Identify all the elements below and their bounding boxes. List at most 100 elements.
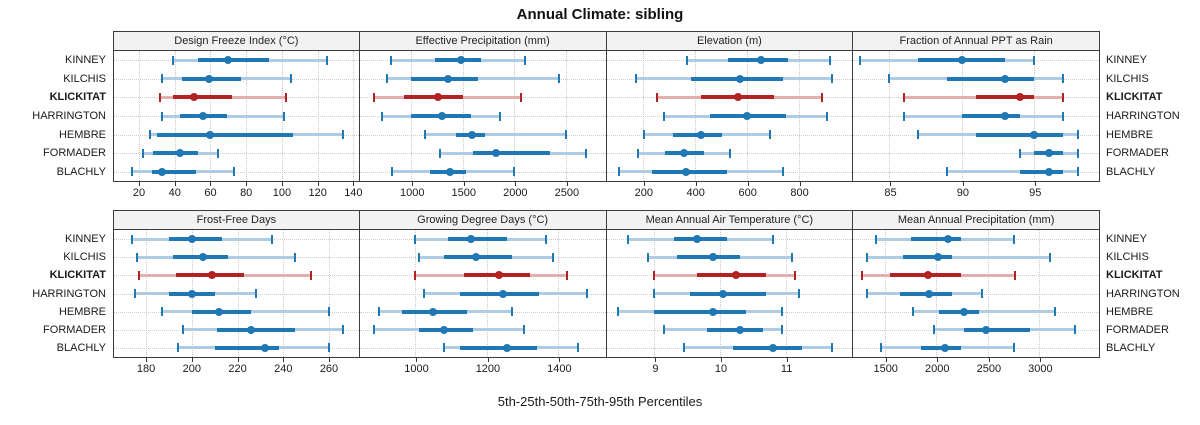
site-label-left: BLACHLY: [56, 165, 106, 178]
x-tick: [890, 182, 892, 186]
whisker-cap-high: [232, 167, 235, 177]
x-tick-label: 1500: [873, 363, 898, 375]
site-label-right: KLICKITAT: [1106, 91, 1163, 104]
x-tick-label: 20: [132, 187, 146, 199]
whisker-cap-low: [159, 92, 162, 102]
whisker-cap-high: [523, 55, 526, 65]
median-dot: [733, 93, 742, 102]
whisker-cap-high: [284, 92, 287, 102]
x-tick-label: 260: [319, 363, 339, 375]
whisker-cap-high: [830, 343, 833, 353]
whisker-cap-low: [653, 289, 656, 298]
panel-title: Mean Annual Air Temperature (°C): [645, 214, 814, 226]
iqr-band-25-75: [404, 95, 463, 100]
whisker-cap-high: [289, 74, 292, 84]
site-label-right: HEMBRE: [1106, 128, 1154, 141]
whisker-cap-high: [1076, 130, 1079, 140]
x-tick-label: 600: [738, 187, 757, 199]
iqr-band-25-75: [976, 132, 1064, 137]
x-tick-label: 1000: [404, 363, 429, 375]
iqr-band-25-75: [902, 255, 952, 260]
whisker-cap-high: [1076, 167, 1079, 177]
whisker-cap-high: [328, 307, 330, 317]
median-dot: [1001, 74, 1010, 83]
row-gridline: [853, 153, 1099, 155]
median-dot: [438, 112, 447, 120]
whisker-cap-low: [418, 252, 421, 262]
median-dot: [190, 93, 199, 102]
whisker-cap-low: [682, 343, 685, 353]
whisker-cap-high: [1073, 325, 1076, 335]
x-tick-label: 1200: [475, 363, 501, 375]
site-label-left: FORMADER: [43, 147, 106, 160]
iqr-band-25-75: [690, 291, 766, 296]
x-tick-label: 220: [228, 363, 247, 375]
median-dot: [982, 325, 991, 334]
site-label-left: KILCHIS: [63, 251, 106, 264]
median-dot: [215, 307, 224, 316]
x-tick: [329, 358, 330, 362]
whisker-cap-low: [133, 289, 136, 298]
plot-area: [113, 229, 360, 358]
x-tick: [655, 358, 657, 362]
x-tick-label: 2000: [925, 363, 950, 375]
median-dot: [187, 289, 196, 298]
whisker-cap-high: [309, 270, 312, 280]
x-tick: [487, 358, 489, 362]
panel-header: Elevation (m): [606, 31, 854, 50]
whisker-cap-high: [771, 234, 774, 244]
whisker-cap-low: [859, 55, 862, 65]
whisker-cap-high: [1048, 252, 1051, 262]
x-tick-label: 1400: [547, 363, 572, 375]
whisker-cap-high: [781, 307, 784, 317]
x-tick: [786, 358, 788, 362]
whisker-cap-low: [385, 74, 388, 84]
whisker-cap-high: [826, 111, 829, 121]
whisker-cap-high: [293, 252, 296, 262]
x-tick-label: 180: [136, 363, 156, 375]
whisker-cap-low: [946, 167, 949, 177]
iqr-band-25-75: [706, 327, 763, 332]
whisker-cap-high: [1062, 74, 1065, 84]
panel-title: Design Freeze Index (°C): [174, 35, 299, 47]
panel-header: Effective Precipitation (mm): [359, 31, 607, 50]
plot-area: [853, 229, 1100, 358]
site-label-right: BLACHLY: [1106, 341, 1156, 354]
median-dot: [732, 271, 741, 280]
whisker-cap-low: [902, 92, 905, 102]
percentiles-caption: 5th-25th-50th-75th-95th Percentiles: [497, 394, 703, 409]
figure-title: Annual Climate: sibling: [516, 6, 684, 23]
panel-header: Mean Annual Precipitation (mm): [853, 210, 1100, 229]
whisker-cap-low: [161, 74, 164, 84]
site-label-left: HARRINGTON: [32, 110, 106, 122]
whisker-cap-low: [171, 55, 174, 65]
whisker-cap-low: [643, 130, 646, 140]
iqr-band-25-75: [447, 237, 507, 242]
site-label-right: KINNEY: [1106, 233, 1147, 246]
whisker-cap-high: [341, 325, 344, 335]
iqr-band-25-75: [197, 58, 270, 63]
site-label-right: FORMADER: [1106, 147, 1169, 160]
whisker-cap-high: [797, 289, 800, 298]
whisker-cap-high: [544, 234, 547, 244]
whisker-cap-low: [161, 111, 164, 121]
x-tick: [174, 182, 176, 186]
x-tick: [283, 358, 285, 362]
median-dot: [199, 253, 208, 262]
median-dot: [456, 56, 465, 65]
median-dot: [499, 289, 508, 298]
whisker-cap-high: [1062, 92, 1065, 102]
x-tick: [210, 182, 212, 186]
median-dot: [434, 93, 443, 102]
whisker-cap-low: [141, 148, 144, 158]
site-label-left: BLACHLY: [56, 341, 106, 354]
iqr-band-25-75: [964, 327, 1031, 332]
whisker-cap-low: [130, 167, 133, 177]
iqr-band-25-75: [214, 345, 279, 350]
x-tick: [463, 182, 465, 186]
x-tick-label: 2000: [503, 187, 528, 199]
x-tick: [515, 182, 517, 186]
whisker-cap-low: [423, 289, 426, 298]
whisker-cap-low: [135, 252, 138, 262]
